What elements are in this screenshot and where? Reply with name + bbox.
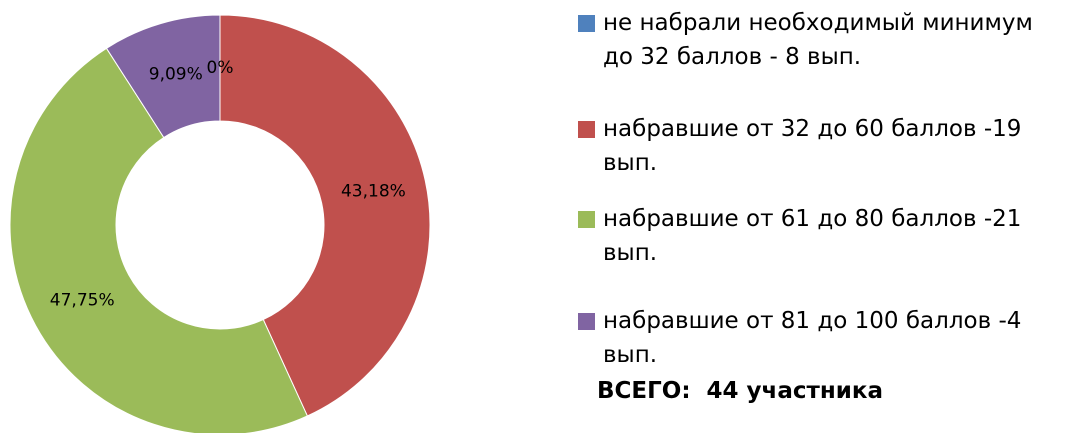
legend-swatch	[578, 121, 595, 138]
annotation: ВСЕГО: 44 участника	[597, 378, 883, 404]
legend-item: набравшие от 81 до 100 баллов -4 вып.	[578, 304, 1058, 372]
legend-swatch	[578, 15, 595, 32]
legend-item: набравшие от 61 до 80 баллов -21 вып.	[578, 202, 1058, 270]
legend-swatch	[578, 211, 595, 228]
slice	[219, 14, 431, 417]
legend-item: набравшие от 32 до 60 баллов -19 вып.	[578, 112, 1058, 180]
data-label: 0%	[207, 58, 234, 78]
donut: 0% 43,18% 47,75% 9,09%	[9, 14, 431, 433]
data-label: 43,18%	[341, 182, 406, 202]
legend-item: не набрали необходимый минимум до 32 бал…	[578, 6, 1058, 74]
data-label: 47,75%	[50, 290, 115, 310]
legend-swatch	[578, 313, 595, 330]
legend-label: набравшие от 81 до 100 баллов -4 вып.	[603, 308, 1022, 368]
legend-label: набравшие от 61 до 80 баллов -21 вып.	[603, 206, 1022, 266]
slice	[9, 47, 309, 433]
data-label: 9,09%	[149, 64, 203, 84]
legend-label: не набрали необходимый минимум до 32 бал…	[603, 10, 1033, 70]
slice	[105, 14, 221, 139]
legend-label: набравшие от 32 до 60 баллов -19 вып.	[603, 116, 1022, 176]
